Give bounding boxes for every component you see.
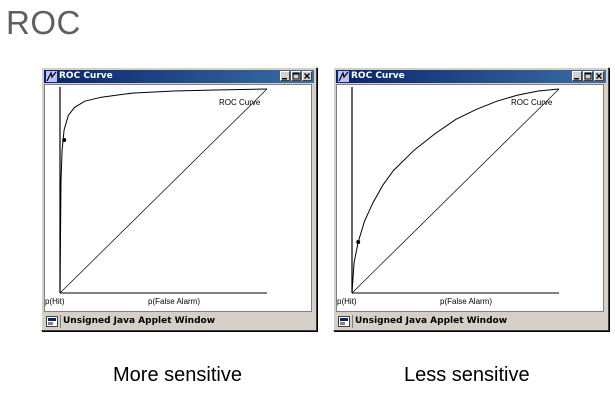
slide-title: ROC [6, 4, 81, 41]
operating-point-marker [62, 138, 67, 142]
minimize-button[interactable] [280, 71, 290, 81]
maximize-icon [292, 72, 300, 80]
title-bar[interactable]: ROC Curve [44, 70, 314, 83]
status-bar: Unsigned Java Applet Window [44, 315, 314, 328]
x-axis-label: p(False Alarm) [440, 297, 492, 306]
y-axis-label: p(Hit) [337, 297, 357, 306]
status-bar: Unsigned Java Applet Window [336, 315, 606, 328]
minimize-icon [574, 78, 579, 80]
status-text: Unsigned Java Applet Window [352, 315, 507, 328]
title-bar[interactable]: ROC Curve [336, 70, 606, 83]
close-icon [304, 73, 310, 79]
applet-window-left: ROC Curve ROC Curve p(Hit) p(False Alarm) … [41, 67, 317, 331]
roc-chart: ROC Curve p(Hit) p(False Alarm) [45, 87, 268, 306]
maximize-button[interactable] [291, 71, 301, 81]
curve-label: ROC Curve [511, 98, 553, 107]
roc-plot-area: ROC Curve p(Hit) p(False Alarm) [336, 84, 604, 312]
operating-point-marker [356, 240, 361, 244]
roc-chart: ROC Curve p(Hit) p(False Alarm) [337, 87, 560, 306]
x-axis-label: p(False Alarm) [148, 297, 200, 306]
roc-curve-line [59, 88, 268, 294]
minimize-icon [282, 78, 287, 80]
applet-window-right: ROC Curve ROC Curve p(Hit) p(False Alarm) … [333, 67, 609, 331]
applet-warning-icon [338, 316, 350, 327]
window-title: ROC Curve [59, 71, 113, 81]
window-title: ROC Curve [351, 71, 405, 81]
status-text: Unsigned Java Applet Window [60, 315, 215, 328]
close-button[interactable] [302, 71, 312, 81]
chance-diagonal [351, 88, 560, 294]
chance-diagonal [59, 88, 268, 294]
curve-label: ROC Curve [219, 98, 261, 107]
roc-plot-area: ROC Curve p(Hit) p(False Alarm) [44, 84, 312, 312]
maximize-icon [584, 72, 592, 80]
java-app-icon [338, 71, 349, 82]
roc-curve-line [351, 88, 560, 294]
close-icon [596, 73, 602, 79]
caption-more-sensitive: More sensitive [113, 364, 242, 386]
java-app-icon [46, 71, 57, 82]
y-axis-label: p(Hit) [45, 297, 65, 306]
close-button[interactable] [594, 71, 604, 81]
minimize-button[interactable] [572, 71, 582, 81]
maximize-button[interactable] [583, 71, 593, 81]
applet-warning-icon [46, 316, 58, 327]
caption-less-sensitive: Less sensitive [404, 364, 530, 386]
